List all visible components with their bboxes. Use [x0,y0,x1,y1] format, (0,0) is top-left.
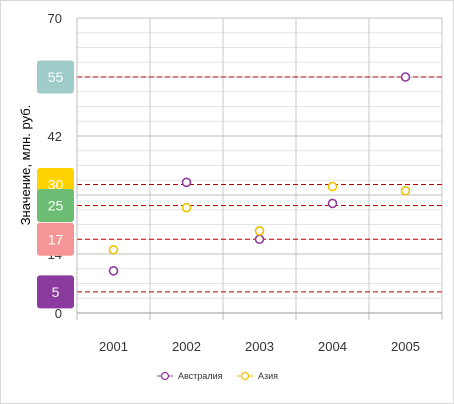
data-point [108,266,119,276]
y-axis-title: Значение, млн. руб. [18,105,33,226]
legend-label: Азия [258,371,278,381]
data-point [400,185,411,196]
badge-background [37,275,74,309]
grid [76,17,443,314]
badge-background [37,60,74,94]
badge-label: 30 [48,176,64,192]
data-point [327,198,338,209]
legend-marker [160,371,170,381]
data-points [108,72,411,276]
badge-label: 55 [48,69,64,85]
data-point [254,226,265,236]
badge-label: 5 [52,284,60,300]
data-point [181,177,192,188]
y-tick-label: 42 [48,129,62,144]
y-tick-label: 70 [48,11,62,26]
data-point [108,244,119,255]
badge-label: 17 [48,231,64,247]
legend-marker [240,371,250,381]
legend[interactable]: Австралия Азия [157,371,278,381]
x-tick-label: 2001 [99,339,128,354]
data-point [327,181,338,192]
reference-badge: 5 [37,275,74,309]
reference-badges: 55 30 25 17 5 [37,60,74,309]
x-tick-label: 2005 [391,339,420,354]
badge-label: 25 [48,198,64,214]
reference-badge: 17 [37,222,74,256]
data-point [400,72,411,82]
reference-badge: 55 [37,60,74,94]
x-tick-label: 2003 [245,339,274,354]
legend-item[interactable]: Австралия [157,371,223,381]
data-point [181,202,192,213]
data-point [254,234,265,245]
x-tick-label: 2002 [172,339,201,354]
badge-background [37,189,74,223]
y-tick-label: 0 [55,306,62,321]
badge-background [37,222,74,256]
legend-item[interactable]: Азия [237,371,278,381]
x-tick-label: 2004 [318,339,347,354]
reference-badge: 25 [37,189,74,223]
legend-label: Австралия [178,371,223,381]
reference-lines [77,76,442,293]
